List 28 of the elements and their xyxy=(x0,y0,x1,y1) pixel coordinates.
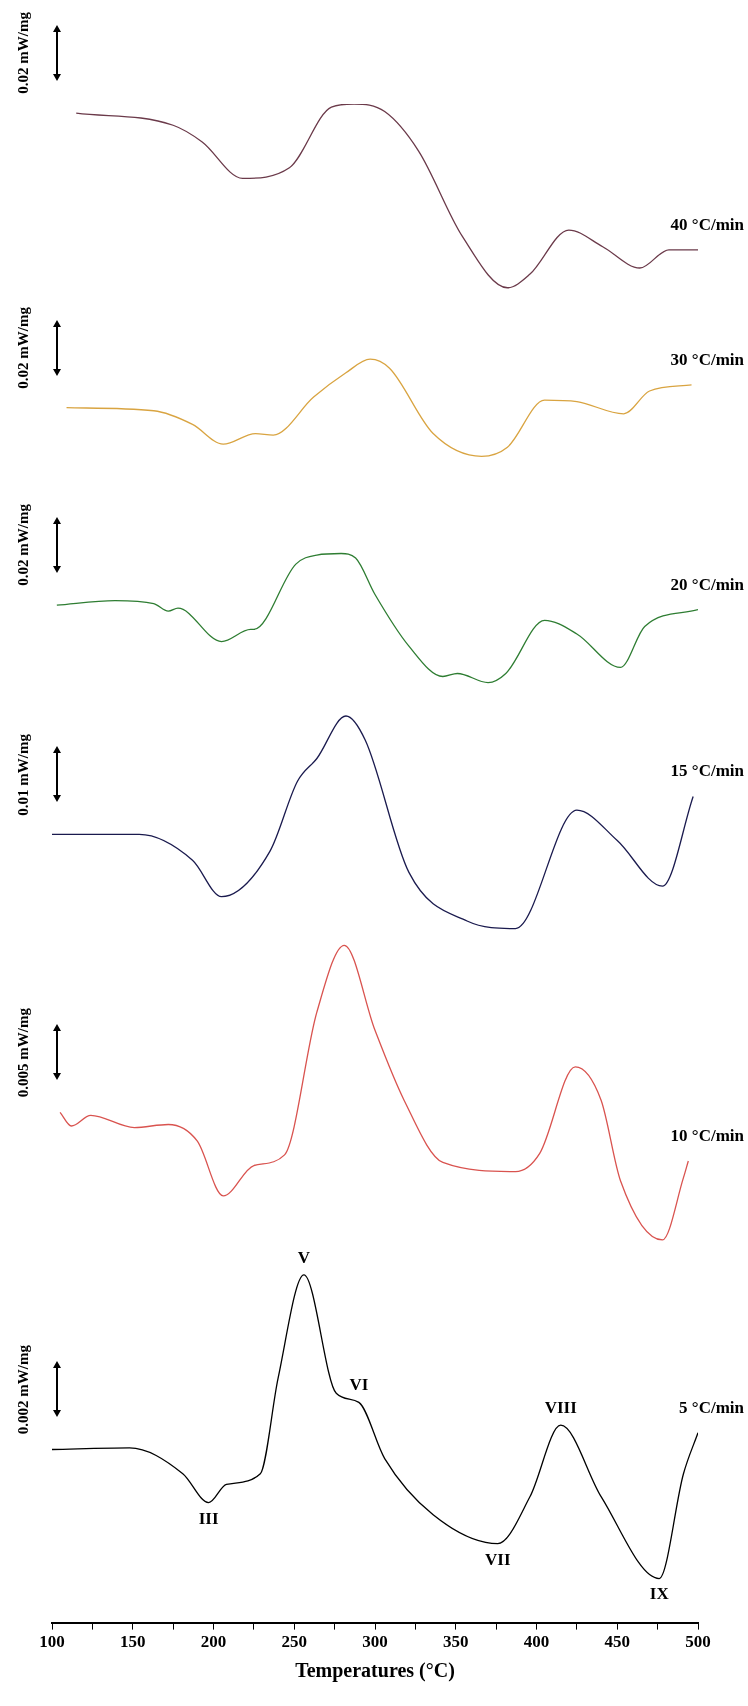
annotation: III xyxy=(198,1508,219,1528)
x-tick-label: 150 xyxy=(120,1632,146,1652)
x-tick-label: 400 xyxy=(523,1632,550,1652)
text: 0.005 mW/mg xyxy=(14,1007,32,1097)
annotation: VIII xyxy=(544,1398,578,1418)
text: 0.01 mW/mg xyxy=(14,733,32,816)
x-tick-label: 300 xyxy=(362,1632,388,1652)
x-tick-label: 250 xyxy=(281,1632,307,1652)
annotation: IX xyxy=(649,1584,670,1604)
annotation: VII xyxy=(484,1549,511,1569)
x-tick-label: 350 xyxy=(443,1632,469,1652)
text: 0.002 mW/mg xyxy=(14,1344,32,1435)
series-label: 5 °C/min xyxy=(679,1397,745,1417)
series-label: 40 °C/min xyxy=(670,214,745,234)
x-tick-label: 100 xyxy=(39,1632,65,1652)
x-tick-label: 200 xyxy=(200,1632,227,1652)
series-label: 20 °C/min xyxy=(670,574,745,594)
series-label: 30 °C/min xyxy=(670,349,745,369)
series-label: 15 °C/min xyxy=(670,761,745,781)
x-tick-label: 500 xyxy=(685,1632,711,1652)
text: 0.02 mW/mg xyxy=(14,504,32,586)
annotation: VI xyxy=(349,1375,369,1395)
series-label: 10 °C/min xyxy=(670,1125,745,1145)
text: 0.02 mW/mg xyxy=(14,12,32,94)
x-axis-title: Temperatures (°C) xyxy=(295,1659,455,1683)
x-tick-label: 450 xyxy=(604,1632,630,1652)
text: 0.02 mW/mg xyxy=(14,306,32,389)
annotation: V xyxy=(297,1247,311,1267)
